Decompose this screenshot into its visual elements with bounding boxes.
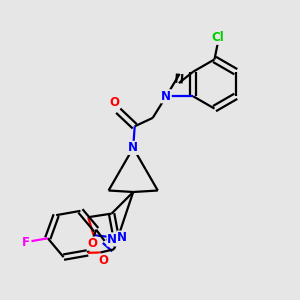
Text: O: O — [98, 254, 108, 267]
Text: N: N — [117, 231, 127, 244]
Text: F: F — [22, 236, 30, 249]
Text: N: N — [161, 90, 171, 103]
Text: N: N — [128, 141, 138, 154]
Text: Cl: Cl — [212, 31, 224, 44]
Text: N: N — [107, 233, 117, 246]
Text: O: O — [110, 96, 120, 109]
Text: O: O — [87, 237, 97, 250]
